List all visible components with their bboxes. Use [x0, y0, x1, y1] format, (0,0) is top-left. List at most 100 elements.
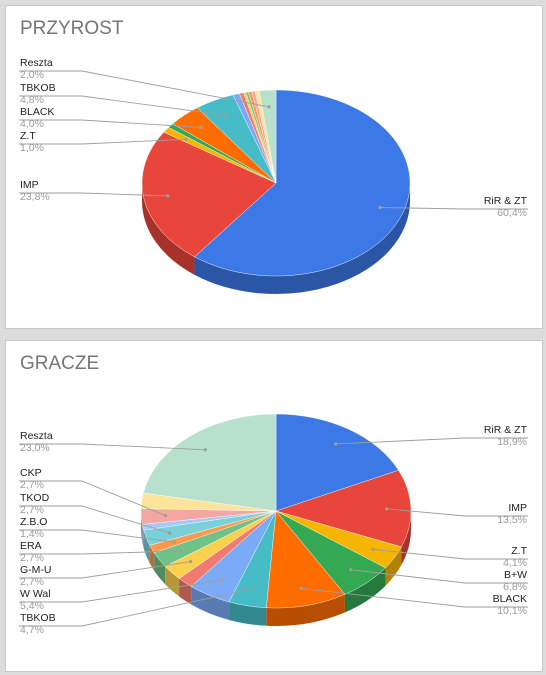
slice-value-era: 2,7% — [20, 552, 44, 564]
slice-value-z-t: 1,0% — [20, 142, 44, 154]
pie-slice-side-imp — [142, 183, 195, 275]
slice-value-z-t: 4,1% — [503, 557, 527, 569]
leader-dot-imp — [166, 194, 170, 198]
slice-value-reszta: 2,0% — [20, 69, 44, 81]
slice-label-black: BLACK — [20, 106, 54, 118]
leader-dot-black — [199, 125, 203, 130]
leader-dot-reszta — [267, 105, 271, 109]
slice-label-z-t: Z.T — [511, 545, 527, 557]
slice-value-tkod: 2,7% — [20, 504, 44, 516]
slice-value-g-m-u: 2,7% — [20, 576, 44, 588]
leader-line-z-t — [19, 138, 186, 145]
leader-dot-z-t — [184, 137, 188, 141]
pie-slice-rir-zt — [275, 413, 399, 512]
slice-label-tkod: TKOD — [20, 492, 50, 504]
slice-value-tbkob: 4,8% — [20, 94, 44, 106]
slice-value-rir-zt: 60,4% — [497, 207, 527, 219]
slice-label-black: BLACK — [493, 593, 527, 605]
slice-label-imp: IMP — [508, 502, 527, 514]
leader-dot-imp — [385, 507, 389, 511]
leader-line-black — [19, 119, 201, 128]
leader-dot-reszta — [203, 448, 207, 452]
slice-value-z-b-o: 1,4% — [20, 528, 44, 540]
pie-slice-side-b-w — [344, 567, 386, 613]
slice-label-reszta: Reszta — [20, 430, 53, 442]
leader-line-era — [19, 550, 181, 555]
leader-dot-black — [299, 586, 304, 591]
leader-dot-tkod — [168, 531, 172, 535]
slice-value-tbkob: 4,7% — [20, 624, 44, 636]
pie-slice-side-black — [266, 594, 345, 626]
chart-title: GRACZE — [20, 353, 100, 374]
leader-line-w-wal — [19, 579, 222, 603]
leader-dot-tbkob — [223, 113, 228, 117]
leader-line-g-m-u — [19, 561, 191, 579]
pie-slice-side-rir-zt — [194, 183, 410, 294]
pie-slice-side — [142, 524, 144, 549]
przyrost-chart-panel: PRZYROST RiR & ZT 60,4% IMP 23,8% Z.T 1,0% BLA… — [5, 5, 543, 329]
leader-dot-b-w — [349, 568, 353, 572]
slice-value-imp: 13,5% — [497, 514, 527, 526]
slice-value-black: 4,0% — [20, 118, 44, 130]
leader-dot-z-b-o — [172, 540, 176, 544]
slice-value-reszta: 23,0% — [20, 442, 50, 454]
gracze-chart-panel: GRACZE RiR & ZT 18,9% IMP 13,5% Z.T 4,1% B+W 6,… — [5, 340, 543, 672]
pie-slice-side-z-t — [385, 546, 402, 586]
leader-line-tbkob — [19, 588, 253, 627]
pie-slice-side-imp — [401, 511, 411, 565]
slice-label-g-m-u: G-M-U — [20, 564, 52, 576]
leader-line-tkod — [19, 505, 170, 534]
chart-title: PRZYROST — [20, 18, 124, 39]
leader-line-rir-zt — [380, 207, 528, 210]
pie-slice-reszta — [258, 89, 277, 184]
slice-label-rir-zt: RiR & ZT — [484, 424, 528, 436]
leader-line-black — [301, 587, 528, 608]
slice-label-z-t: Z.T — [20, 130, 36, 142]
slice-label-imp: IMP — [20, 179, 39, 191]
leader-line-tbkob — [19, 95, 226, 116]
leader-line-reszta — [19, 443, 206, 451]
slice-value-black: 10,1% — [497, 605, 527, 617]
leader-line-imp — [19, 192, 168, 197]
leader-line-z-b-o — [19, 529, 175, 543]
pie-slice-black — [266, 510, 346, 609]
pie-slice-side-w-wal — [191, 586, 230, 620]
leader-line-ckp — [19, 480, 166, 516]
leader-dot-rir-zt — [378, 205, 382, 210]
pie-slice-imp — [141, 131, 277, 258]
slice-value-b-w: 6,8% — [503, 581, 527, 593]
slice-label-b-w: B+W — [504, 569, 527, 581]
slice-label-tbkob: TBKOB — [20, 82, 56, 94]
pie-slice-reszta — [143, 413, 277, 512]
slice-label-era: ERA — [20, 540, 42, 552]
pie-slice-side-g-m-u — [165, 566, 180, 597]
slice-label-ckp: CKP — [20, 467, 42, 479]
pie-slice-side-era — [154, 552, 166, 585]
slice-value-ckp: 2,7% — [20, 479, 44, 491]
leader-dot-ckp — [163, 513, 168, 518]
slice-value-w-wal: 5,4% — [20, 600, 44, 612]
leader-dot-g-m-u — [188, 559, 193, 564]
leader-dot-rir-zt — [334, 442, 338, 446]
leader-line-imp — [386, 508, 528, 517]
slice-value-rir-zt: 18,9% — [497, 436, 527, 448]
slice-label-tbkob: TBKOB — [20, 612, 56, 624]
slice-value-imp: 23,8% — [20, 191, 50, 203]
slice-label-reszta: Reszta — [20, 57, 53, 69]
leader-dot-tbkob — [250, 587, 255, 591]
leader-line-b-w — [350, 569, 528, 584]
pie-slice-imp — [275, 470, 412, 548]
slice-label-z-b-o: Z.B.O — [20, 516, 47, 528]
leader-line-reszta — [19, 70, 270, 108]
slice-label-w-wal: W Wal — [20, 588, 51, 600]
leader-dot-w-wal — [219, 578, 223, 582]
pie-slice-side-tbkob — [229, 601, 267, 626]
leader-line-rir-zt — [335, 437, 528, 445]
pie-slice-rir-zt — [194, 89, 411, 277]
leader-dot-era — [178, 549, 182, 553]
leader-line-z-t — [372, 548, 528, 560]
leader-dot-z-t — [371, 547, 375, 551]
slice-label-rir-zt: RiR & ZT — [484, 195, 528, 207]
